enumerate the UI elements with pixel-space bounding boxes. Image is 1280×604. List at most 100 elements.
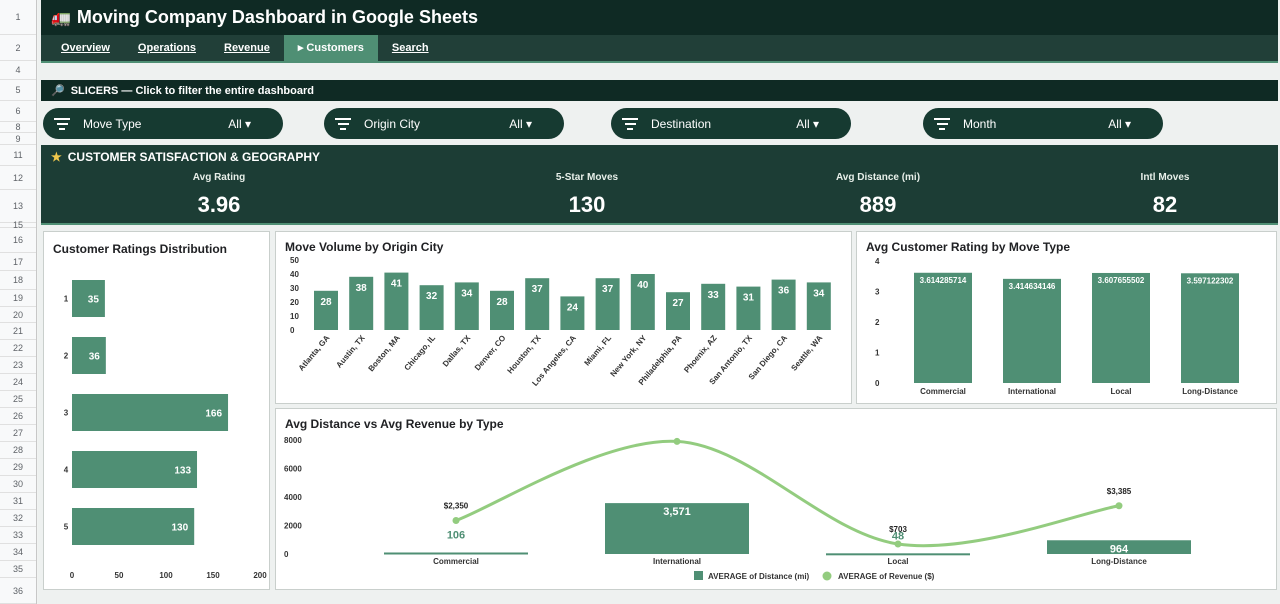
- x-tick-label: International: [1008, 387, 1056, 396]
- bar: [630, 274, 655, 330]
- x-tick-label: San Diego, CA: [747, 333, 789, 381]
- x-tick-label: 50: [115, 571, 124, 580]
- y-tick-label: 0: [284, 550, 289, 559]
- bar: [595, 278, 620, 330]
- bar: [419, 285, 444, 330]
- x-tick-label: Seattle, WA: [789, 333, 824, 372]
- bar-value-label: 106: [447, 529, 465, 541]
- kpi-avg-rating: Avg Rating 3.96: [69, 172, 369, 218]
- dashboard-sheet: 🚛 Moving Company Dashboard in Google She…: [38, 0, 1280, 604]
- x-tick-label: Austin, TX: [334, 333, 367, 370]
- bar-value-label: 37: [532, 284, 544, 295]
- filter-icon: [53, 115, 71, 133]
- slicer-value[interactable]: All ▾: [228, 116, 251, 131]
- x-tick-label: Chicago, IL: [403, 333, 438, 372]
- filter-icon: [334, 115, 352, 133]
- slicer-value[interactable]: All ▾: [1108, 116, 1131, 131]
- x-tick-label: 100: [159, 571, 173, 580]
- bar: [384, 552, 528, 555]
- row-number: 36: [0, 578, 36, 604]
- kpi-five-star: 5-Star Moves 130: [437, 172, 737, 218]
- rating-by-type-chart: 0 1 2 3 4 3.614285714 Commercial 3.414634146 Int…: [875, 257, 1239, 396]
- row-number: 35: [0, 561, 36, 578]
- nav-revenue[interactable]: Revenue: [224, 42, 270, 54]
- dashboard-title: Moving Company Dashboard in Google Sheet…: [76, 7, 478, 27]
- line-point: [1115, 502, 1123, 510]
- y-tick-label: 5: [64, 523, 69, 532]
- bar: [806, 282, 831, 330]
- kpi-value: 889: [859, 192, 897, 217]
- row-number: 29: [0, 459, 36, 476]
- x-tick-label: Atlanta, GA: [297, 333, 332, 372]
- row-number: 6: [0, 101, 36, 122]
- row-number: 15: [0, 221, 36, 230]
- line-value-label: $703: [889, 525, 907, 534]
- bar: [72, 451, 198, 488]
- y-tick-label: 3: [64, 409, 69, 418]
- row-number: 26: [0, 408, 36, 425]
- slicer-month[interactable]: Month All ▾: [923, 108, 1163, 139]
- row-number: 13: [0, 190, 36, 223]
- slicer-move-type[interactable]: Move Type All ▾: [43, 108, 283, 139]
- kpi-avg-distance: Avg Distance (mi) 889: [728, 172, 1028, 218]
- nav-search[interactable]: Search: [391, 42, 429, 54]
- y-tick-label: 4: [875, 257, 880, 266]
- bar-value-label: 964: [1110, 543, 1129, 555]
- chart-title: Move Volume by Origin City: [285, 240, 444, 254]
- slicer-value[interactable]: All ▾: [796, 116, 819, 131]
- y-tick-label: 20: [290, 298, 299, 307]
- row-number: 2: [0, 35, 36, 61]
- bar: [72, 337, 106, 374]
- y-tick-label: 2000: [284, 522, 302, 531]
- x-tick-label: Local: [888, 557, 909, 566]
- row-number: 34: [0, 544, 36, 561]
- bar-value-label: 40: [637, 280, 649, 291]
- row-number: 11: [0, 145, 36, 166]
- row-number: 20: [0, 307, 36, 323]
- nav-operations[interactable]: Operations: [137, 42, 196, 54]
- row-number-gutter: 1 2 4 5 6 8 9 11 12 13 15 16 17 18 19 20 21 22 23 24 25 26 27 2…: [0, 0, 37, 604]
- row-number: 33: [0, 527, 36, 544]
- x-tick-label: Local: [1111, 387, 1132, 396]
- row-number: 28: [0, 442, 36, 459]
- slicer-label: Origin City: [364, 116, 421, 131]
- bar: [349, 276, 374, 330]
- row-number: 19: [0, 290, 36, 307]
- bar-value-label: 133: [174, 466, 191, 477]
- bar: [384, 272, 409, 330]
- bar: [605, 503, 749, 554]
- y-tick-label: 1: [875, 349, 880, 358]
- chart-panel-move-volume: Move Volume by Origin City 0 10 20 30 40 50 28…: [275, 231, 852, 404]
- kpi-label: Avg Distance (mi): [835, 172, 921, 183]
- row-number: 18: [0, 271, 36, 290]
- row-number: 22: [0, 340, 36, 357]
- y-tick-label: 40: [290, 270, 299, 279]
- nav-underline: [41, 61, 1278, 63]
- chart-title: Avg Distance vs Avg Revenue by Type: [285, 417, 504, 431]
- row-number: 21: [0, 323, 36, 340]
- bar-value-label: 27: [672, 298, 684, 309]
- chart-panel-rating-by-type: Avg Customer Rating by Move Type 0 1 2 3 4 3.…: [856, 231, 1277, 404]
- kpi-value: 130: [568, 192, 606, 217]
- x-tick-label: Dallas, TX: [441, 333, 473, 369]
- bar-value-label: 3.614285714: [920, 276, 967, 285]
- row-number: 16: [0, 228, 36, 253]
- row-number: 12: [0, 166, 36, 190]
- magnifier-icon: 🔎: [51, 85, 65, 97]
- y-tick-label: 0: [875, 379, 880, 388]
- nav-customers[interactable]: ▸ Customers: [283, 35, 378, 61]
- bar: [560, 296, 585, 330]
- bar: [490, 290, 514, 330]
- slicer-destination[interactable]: Destination All ▾: [611, 108, 851, 139]
- bar-value-label: 34: [813, 288, 825, 299]
- x-tick-label: 0: [70, 571, 75, 580]
- slicer-value[interactable]: All ▾: [509, 116, 532, 131]
- slicer-origin-city[interactable]: Origin City All ▾: [324, 108, 564, 139]
- revenue-line: [455, 439, 1120, 548]
- bar: [1092, 272, 1150, 383]
- y-tick-label: 4000: [284, 493, 302, 502]
- filter-icon: [621, 115, 639, 133]
- nav-overview[interactable]: Overview: [61, 42, 110, 54]
- bar: [914, 272, 972, 383]
